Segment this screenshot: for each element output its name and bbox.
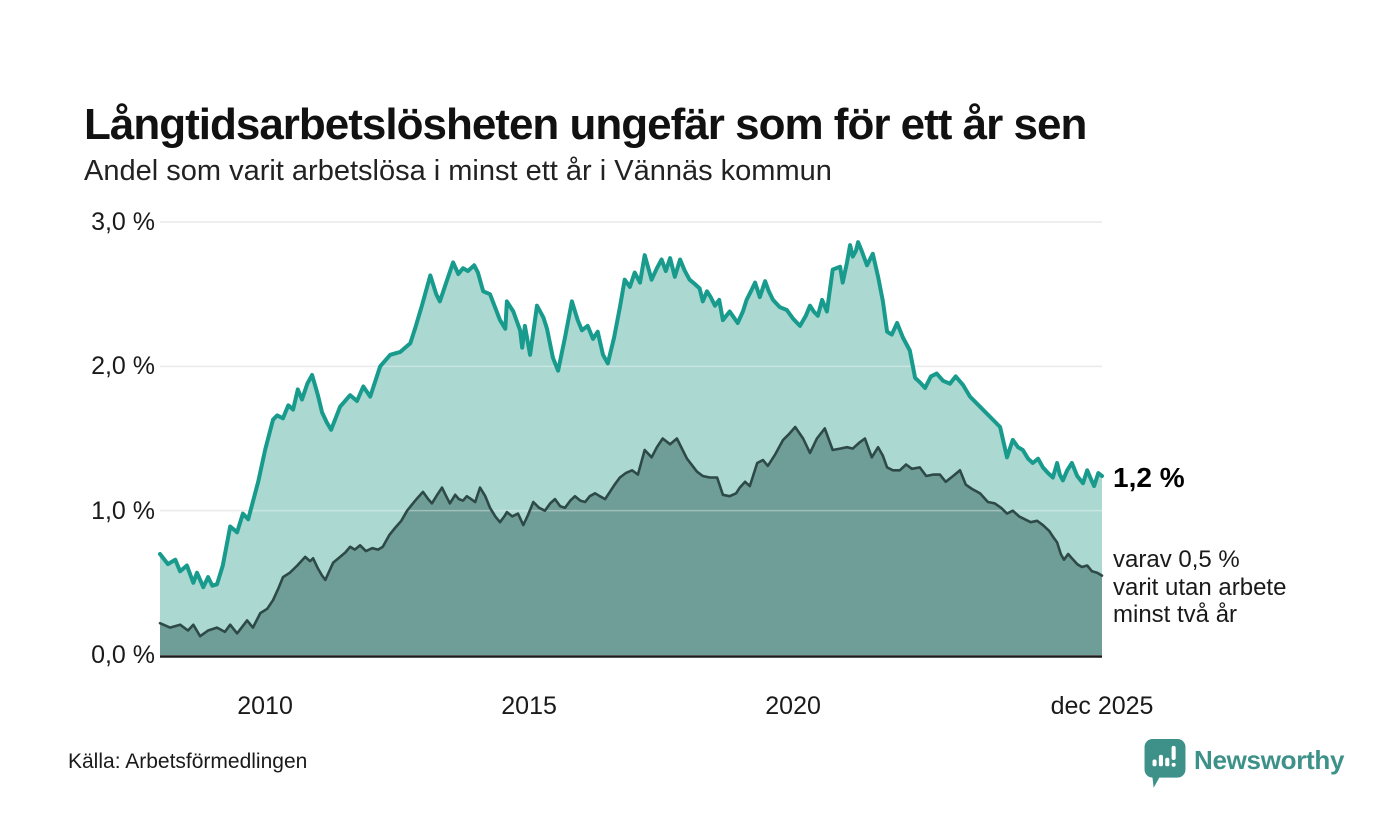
x-tick-label: 2015 <box>501 692 557 720</box>
x-tick-label: dec 2025 <box>1050 692 1154 720</box>
newsworthy-logo-icon <box>1144 739 1186 794</box>
page-title: Långtidsarbetslösheten ungefär som för e… <box>84 100 1087 150</box>
chart-subtitle: Andel som varit arbetslösa i minst ett å… <box>84 155 832 187</box>
latest-value-label: 1,2 % <box>1113 462 1185 493</box>
x-tick-label: 2020 <box>765 692 821 720</box>
secondary-value-label: varav 0,5 % varit utan arbete minst två … <box>1113 546 1286 629</box>
secondary-value-line: varit utan arbete <box>1113 573 1287 601</box>
y-tick-label: 3,0 % <box>91 208 155 236</box>
secondary-value-line: minst två år <box>1113 601 1238 628</box>
y-tick-label: 0,0 % <box>91 641 155 669</box>
secondary-value-line: varav 0,5 % <box>1113 546 1240 573</box>
y-tick-label: 1,0 % <box>91 496 155 525</box>
newsworthy-wordmark: Newsworthy <box>1194 745 1345 775</box>
source-note: Källa: Arbetsförmedlingen <box>68 750 308 773</box>
x-tick-label: 2010 <box>237 692 293 720</box>
y-tick-label: 2,0 % <box>91 352 155 381</box>
newsworthy-logo: Newsworthy <box>1144 739 1344 789</box>
